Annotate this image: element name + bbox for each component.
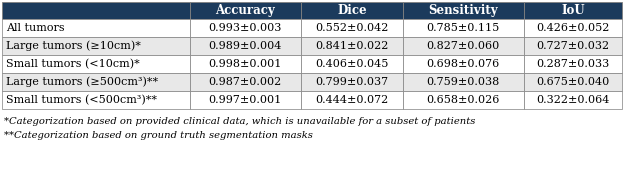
Text: 0.785±0.115: 0.785±0.115: [426, 23, 500, 33]
Bar: [301, 2, 403, 19]
Text: Small tumors (<10cm)*: Small tumors (<10cm)*: [6, 59, 140, 69]
Text: *Categorization based on provided clinical data, which is unavailable for a subs: *Categorization based on provided clinic…: [4, 118, 476, 127]
Bar: [2, 73, 189, 91]
Bar: [189, 2, 301, 19]
Text: 0.841±0.022: 0.841±0.022: [315, 41, 388, 51]
Text: 0.993±0.003: 0.993±0.003: [209, 23, 282, 33]
Bar: [301, 37, 403, 55]
Text: 0.658±0.026: 0.658±0.026: [426, 95, 500, 105]
Bar: [189, 73, 301, 91]
Text: 0.997±0.001: 0.997±0.001: [209, 95, 282, 105]
Text: Small tumors (<500cm³)**: Small tumors (<500cm³)**: [6, 95, 157, 105]
Text: Large tumors (≥10cm)*: Large tumors (≥10cm)*: [6, 41, 141, 51]
Text: 0.552±0.042: 0.552±0.042: [315, 23, 388, 33]
Bar: [403, 19, 524, 37]
Text: 0.698±0.076: 0.698±0.076: [426, 59, 500, 69]
Bar: [403, 37, 524, 55]
Bar: [189, 55, 301, 73]
Bar: [403, 91, 524, 109]
Text: 0.759±0.038: 0.759±0.038: [426, 77, 500, 87]
Text: 0.799±0.037: 0.799±0.037: [316, 77, 388, 87]
Bar: [403, 73, 524, 91]
Bar: [524, 37, 622, 55]
Bar: [524, 55, 622, 73]
Bar: [189, 37, 301, 55]
Text: 0.287±0.033: 0.287±0.033: [536, 59, 609, 69]
Bar: [189, 91, 301, 109]
Bar: [403, 55, 524, 73]
Text: All tumors: All tumors: [6, 23, 65, 33]
Bar: [2, 2, 189, 19]
Text: 0.827±0.060: 0.827±0.060: [426, 41, 500, 51]
Text: 0.444±0.072: 0.444±0.072: [315, 95, 388, 105]
Text: IoU: IoU: [561, 4, 584, 17]
Bar: [524, 91, 622, 109]
Bar: [2, 37, 189, 55]
Bar: [524, 73, 622, 91]
Bar: [2, 55, 189, 73]
Bar: [301, 19, 403, 37]
Bar: [403, 2, 524, 19]
Text: Large tumors (≥500cm³)**: Large tumors (≥500cm³)**: [6, 77, 158, 87]
Text: Dice: Dice: [337, 4, 367, 17]
Text: Sensitivity: Sensitivity: [428, 4, 498, 17]
Text: **Categorization based on ground truth segmentation masks: **Categorization based on ground truth s…: [4, 130, 313, 140]
Bar: [524, 19, 622, 37]
Bar: [524, 2, 622, 19]
Text: Accuracy: Accuracy: [216, 4, 275, 17]
Bar: [189, 19, 301, 37]
Text: 0.987±0.002: 0.987±0.002: [209, 77, 282, 87]
Bar: [2, 19, 189, 37]
Text: 0.989±0.004: 0.989±0.004: [209, 41, 282, 51]
Text: 0.727±0.032: 0.727±0.032: [536, 41, 609, 51]
Text: 0.675±0.040: 0.675±0.040: [536, 77, 609, 87]
Bar: [2, 91, 189, 109]
Text: 0.998±0.001: 0.998±0.001: [209, 59, 282, 69]
Text: 0.406±0.045: 0.406±0.045: [315, 59, 388, 69]
Bar: [301, 91, 403, 109]
Bar: [301, 73, 403, 91]
Text: 0.426±0.052: 0.426±0.052: [536, 23, 609, 33]
Text: 0.322±0.064: 0.322±0.064: [536, 95, 609, 105]
Bar: [301, 55, 403, 73]
